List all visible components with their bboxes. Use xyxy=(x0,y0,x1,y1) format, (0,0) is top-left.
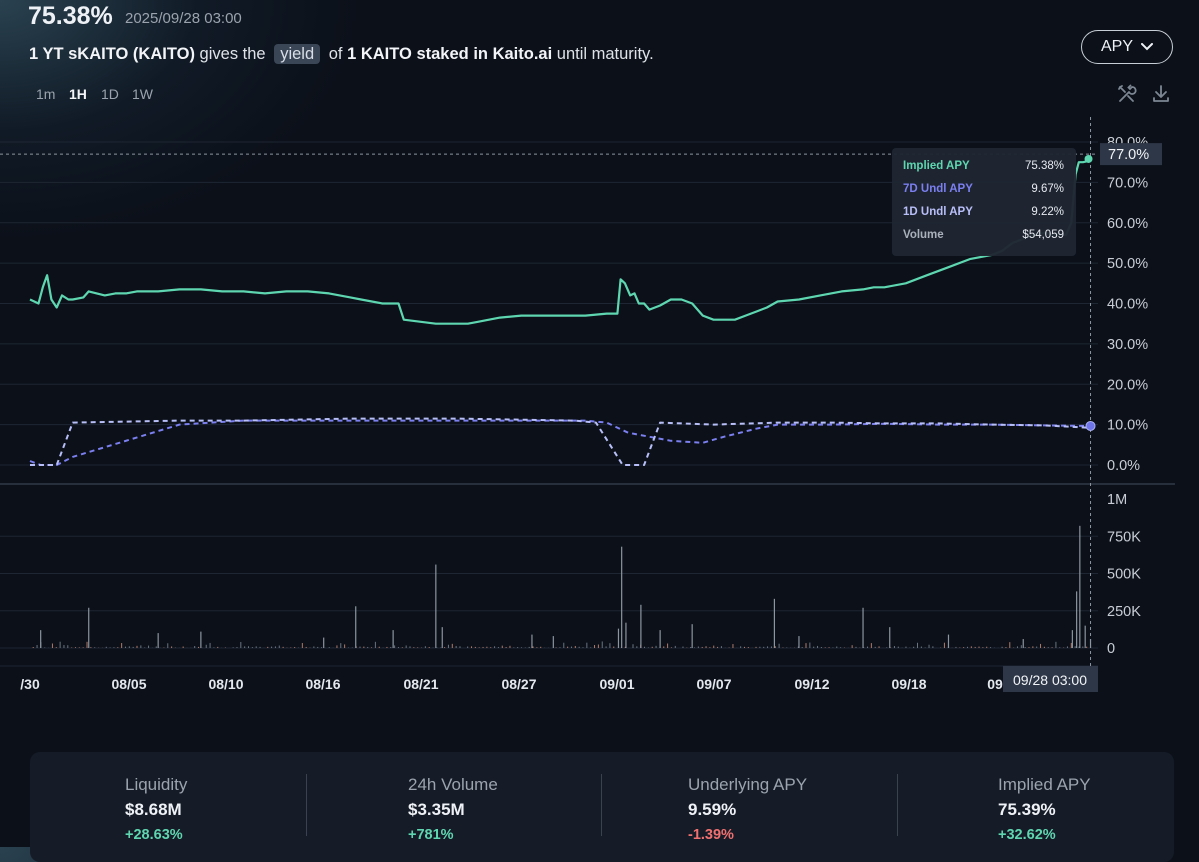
y-tick-label: 30.0% xyxy=(1107,337,1148,353)
metric-dropdown-button[interactable]: APY xyxy=(1081,30,1173,64)
tooltip-label: Implied APY xyxy=(903,160,970,172)
current-datetime: 2025/09/28 03:00 xyxy=(125,10,242,27)
yield-pill: yield xyxy=(274,44,321,64)
implied-apy-marker xyxy=(1084,154,1093,163)
x-tick-label: 09/07 xyxy=(696,676,731,692)
tooltip-label: Volume xyxy=(903,229,944,241)
desc-text-of: of xyxy=(328,45,343,63)
x-tick-label: 08/05 xyxy=(111,676,146,692)
crosshair-x-label: 09/28 03:00 xyxy=(1013,672,1087,688)
y-tick-label: 10.0% xyxy=(1107,418,1148,434)
stat-change: +781% xyxy=(408,827,454,843)
current-apy-value: 75.38% xyxy=(28,2,113,30)
x-tick-label: 09/01 xyxy=(599,676,634,692)
volume-tick-label: 500K xyxy=(1107,567,1141,583)
stat-change: +28.63% xyxy=(125,827,183,843)
yield-description: 1 YT sKAITO (KAITO) gives the yield of 1… xyxy=(29,44,654,64)
y-tick-label: 40.0% xyxy=(1107,297,1148,313)
download-icon[interactable] xyxy=(1151,84,1171,104)
metric-dropdown-label: APY xyxy=(1100,38,1133,55)
volume-tick-label: 0 xyxy=(1107,641,1115,657)
stats-panel: Liquidity $8.68M +28.63% 24h Volume $3.3… xyxy=(30,752,1174,862)
series-line xyxy=(30,417,1091,466)
y-tick-label: 0.0% xyxy=(1107,458,1140,474)
apy-chart[interactable]: 0.0%10.0%20.0%30.0%40.0%50.0%60.0%70.0%8… xyxy=(0,110,1199,700)
series-line xyxy=(29,159,1091,325)
stat-label: Implied APY xyxy=(998,775,1091,794)
tools-icon[interactable] xyxy=(1117,84,1137,104)
x-tick-label: 08/27 xyxy=(501,676,536,692)
stat-implied-apy: Implied APY 75.39% +32.62% xyxy=(888,752,1174,852)
crosshair-y-badge xyxy=(1100,143,1162,166)
stat-value: $3.35M xyxy=(408,800,465,819)
series-line xyxy=(29,419,1091,466)
stat-label: Liquidity xyxy=(125,775,188,794)
x-tick-label: 09/12 xyxy=(794,676,829,692)
stat-underlying-apy: Underlying APY 9.59% -1.39% xyxy=(602,752,888,852)
tooltip-label: 7D Undl APY xyxy=(903,183,973,195)
tooltip-value: 9.67% xyxy=(1031,183,1064,195)
stat-label: Underlying APY xyxy=(688,775,808,794)
stat-value: 75.39% xyxy=(998,800,1056,819)
volume-tick-label: 1M xyxy=(1107,492,1127,508)
stat-change: +32.62% xyxy=(998,827,1056,843)
x-tick-label: 08/16 xyxy=(305,676,340,692)
stat-liquidity: Liquidity $8.68M +28.63% xyxy=(30,752,316,852)
undl-apy-marker xyxy=(1085,420,1096,431)
yt-token-name: 1 YT sKAITO (KAITO) xyxy=(29,45,195,63)
crosshair-x-badge xyxy=(1003,666,1098,692)
timeframe-1d[interactable]: 1D xyxy=(101,86,119,102)
stat-value: $8.68M xyxy=(125,800,182,819)
timeframe-1w[interactable]: 1W xyxy=(132,86,153,102)
stat-value: 9.59% xyxy=(688,800,737,819)
tooltip-value: $54,059 xyxy=(1022,229,1064,241)
underlying-asset-name: 1 KAITO staked in Kaito.ai xyxy=(347,45,553,63)
x-tick-label: 08/10 xyxy=(208,676,243,692)
x-tick-label: /30 xyxy=(20,676,40,692)
stat-divider xyxy=(601,774,602,836)
desc-text-suffix: until maturity. xyxy=(556,45,654,63)
stat-divider xyxy=(897,774,898,836)
volume-tick-label: 250K xyxy=(1107,604,1141,620)
tooltip-label: 1D Undl APY xyxy=(903,206,973,218)
y-tick-label: 60.0% xyxy=(1107,216,1148,232)
desc-text-gives: gives the xyxy=(199,45,266,63)
timeframe-1m[interactable]: 1m xyxy=(36,86,56,102)
y-tick-label: 70.0% xyxy=(1107,175,1148,191)
crosshair-y-label: 77.0% xyxy=(1108,147,1149,163)
stat-divider xyxy=(306,774,307,836)
tooltip-box xyxy=(892,148,1076,256)
volume-tick-label: 750K xyxy=(1107,529,1141,545)
tooltip-value: 9.22% xyxy=(1031,206,1064,218)
x-tick-label: 09 xyxy=(987,676,1003,692)
tooltip-value: 75.38% xyxy=(1025,160,1064,172)
stat-change: -1.39% xyxy=(688,827,734,843)
y-tick-label: 20.0% xyxy=(1107,377,1148,393)
stat-label: 24h Volume xyxy=(408,775,498,794)
chevron-down-icon xyxy=(1141,43,1153,51)
x-tick-label: 09/18 xyxy=(891,676,926,692)
timeframe-1h[interactable]: 1H xyxy=(69,86,87,102)
stat-24h-volume: 24h Volume $3.35M +781% xyxy=(316,752,602,852)
x-tick-label: 08/21 xyxy=(403,676,438,692)
y-tick-label: 50.0% xyxy=(1107,256,1148,272)
